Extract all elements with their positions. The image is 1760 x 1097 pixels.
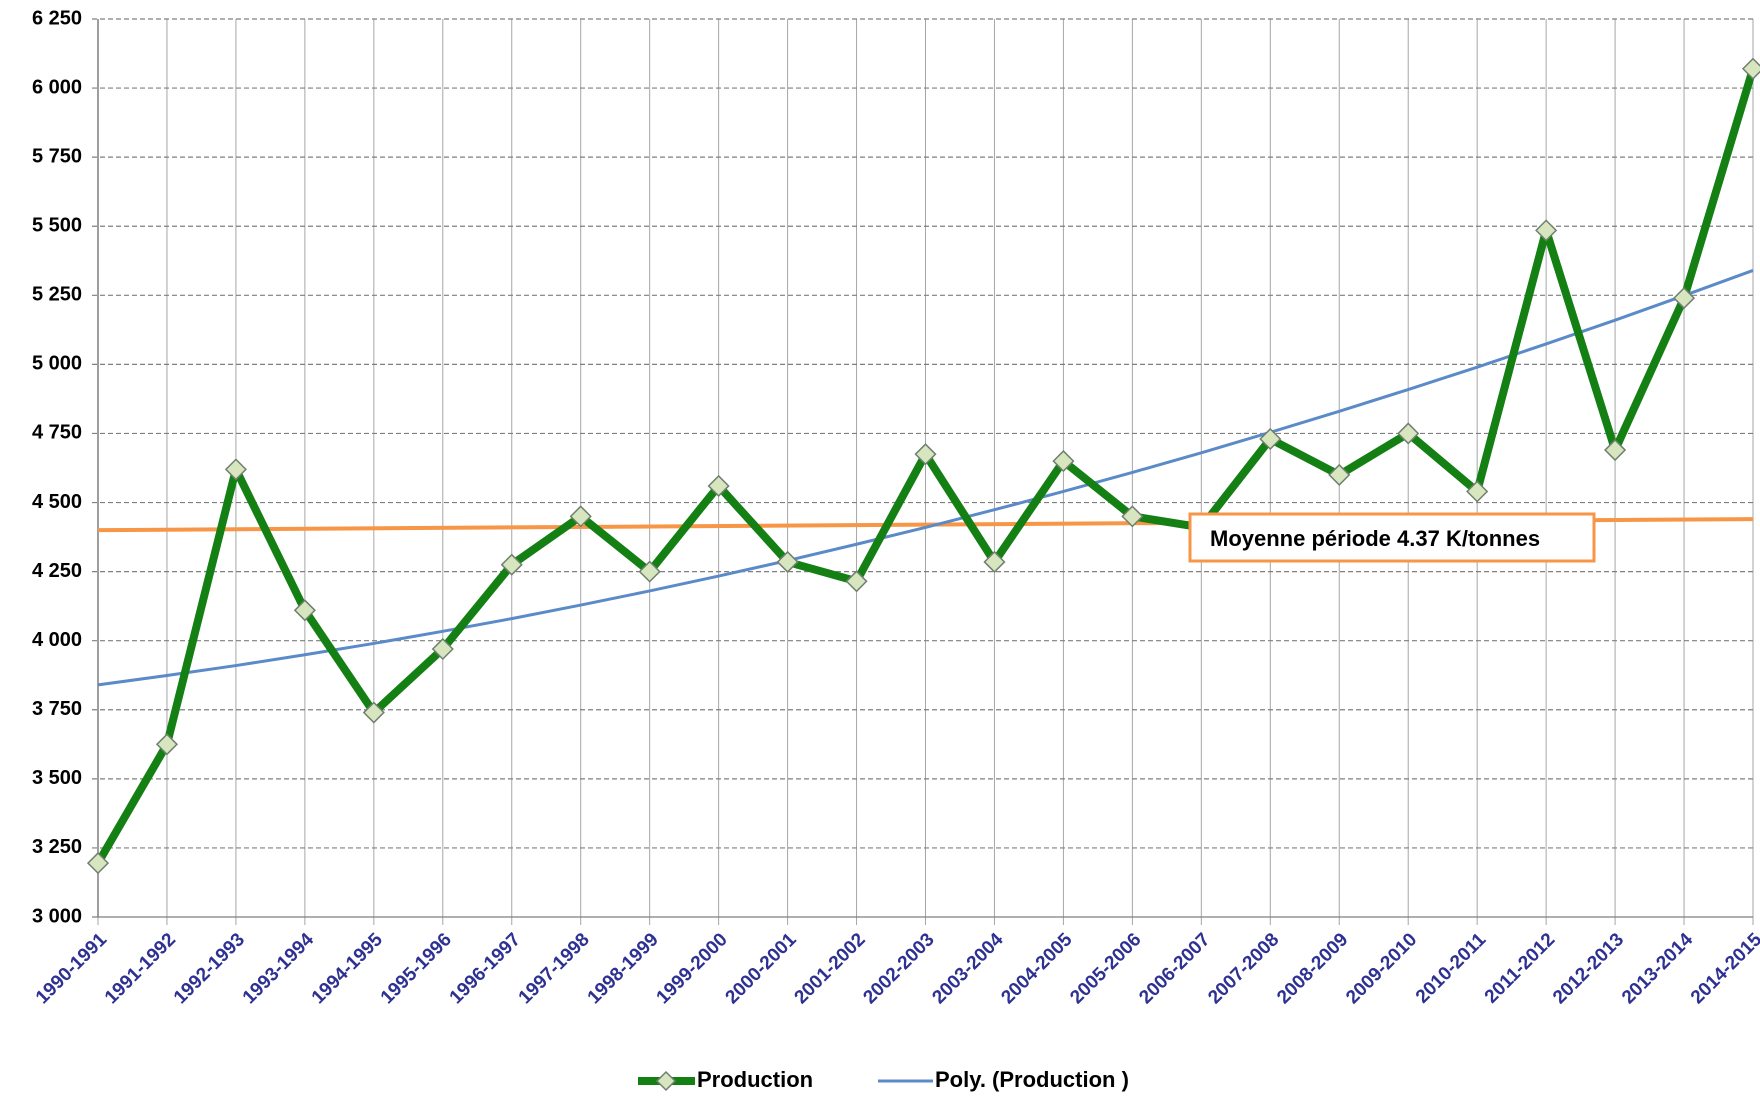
marker (362, 701, 385, 724)
x-tick-label: 2009-2010 (1342, 929, 1421, 1008)
marker (1328, 463, 1351, 486)
x-tick-label: 1990-1991 (32, 929, 111, 1008)
x-tick-label: 2011-2012 (1481, 929, 1559, 1007)
x-tick-label: 1995-1996 (377, 929, 456, 1008)
legend-label: Poly. (Production ) (935, 1067, 1129, 1092)
y-tick-label: 3 500 (32, 767, 82, 789)
y-tick-label: 3 000 (32, 905, 82, 927)
marker (983, 550, 1006, 574)
marker (1466, 480, 1489, 503)
marker (431, 637, 454, 661)
marker (1741, 57, 1760, 80)
x-tick-label: 2001-2002 (791, 929, 870, 1008)
x-tick-label: 2012-2013 (1549, 929, 1628, 1008)
x-tick-label: 2010-2011 (1412, 929, 1491, 1008)
marker (224, 458, 247, 481)
y-tick-label: 5 750 (32, 145, 82, 167)
marker (1535, 219, 1558, 242)
x-tick-label: 1994-1995 (308, 929, 387, 1008)
marker (1397, 422, 1420, 445)
annotation-box (1188, 512, 1596, 563)
marker (1121, 505, 1144, 528)
x-tick-label: 1993-1994 (239, 929, 318, 1008)
marker (293, 599, 316, 622)
x-tick-label: 2005-2006 (1066, 929, 1145, 1008)
marker (500, 553, 523, 576)
x-tick-label: 2003-2004 (928, 929, 1007, 1008)
x-tick-label: 1997-1998 (515, 929, 594, 1008)
marker (638, 560, 661, 583)
legend-label: Production (697, 1067, 813, 1092)
marker (1052, 450, 1075, 473)
y-tick-label: 5 250 (32, 284, 82, 306)
y-tick-label: 5 500 (32, 215, 82, 237)
trend-line (97, 269, 1754, 687)
marker (1672, 287, 1696, 310)
marker (1604, 438, 1627, 462)
marker (1259, 427, 1282, 451)
y-tick-label: 3 750 (32, 698, 82, 720)
x-tick-label: 2004-2005 (997, 929, 1076, 1008)
x-tick-label: 2002-2003 (859, 929, 938, 1008)
y-tick-label: 6 250 (32, 7, 82, 29)
y-tick-label: 4 000 (32, 629, 82, 651)
marker (707, 474, 730, 498)
marker (845, 570, 868, 593)
y-tick-label: 5 000 (32, 353, 82, 375)
y-tick-label: 4 500 (32, 491, 82, 513)
marker (86, 852, 110, 875)
x-tick-label: 1992-1993 (170, 929, 249, 1008)
y-tick-label: 4 250 (32, 560, 82, 582)
x-tick-label: 1991-1992 (101, 929, 180, 1008)
x-tick-label: 2014-2015 (1687, 929, 1760, 1008)
x-tick-label: 2007-2008 (1204, 929, 1283, 1008)
y-tick-label: 6 000 (32, 76, 82, 98)
x-tick-label: 2006-2007 (1135, 929, 1214, 1008)
x-tick-label: 1996-1997 (446, 929, 525, 1008)
x-tick-label: 2013-2014 (1618, 929, 1697, 1008)
marker (155, 733, 179, 756)
x-tick-label: 1999-2000 (653, 929, 732, 1008)
y-tick-label: 3 250 (32, 836, 82, 858)
marker (569, 505, 592, 528)
y-tick-label: 4 750 (32, 422, 82, 444)
x-tick-label: 2000-2001 (722, 929, 801, 1008)
marker (655, 1070, 677, 1092)
annotation: Moyenne période 4.37 K/tonnes (1210, 526, 1540, 551)
x-tick-label: 1998-1999 (584, 929, 663, 1008)
x-tick-label: 2008-2009 (1273, 929, 1352, 1008)
marker (914, 443, 937, 466)
marker (776, 550, 799, 574)
